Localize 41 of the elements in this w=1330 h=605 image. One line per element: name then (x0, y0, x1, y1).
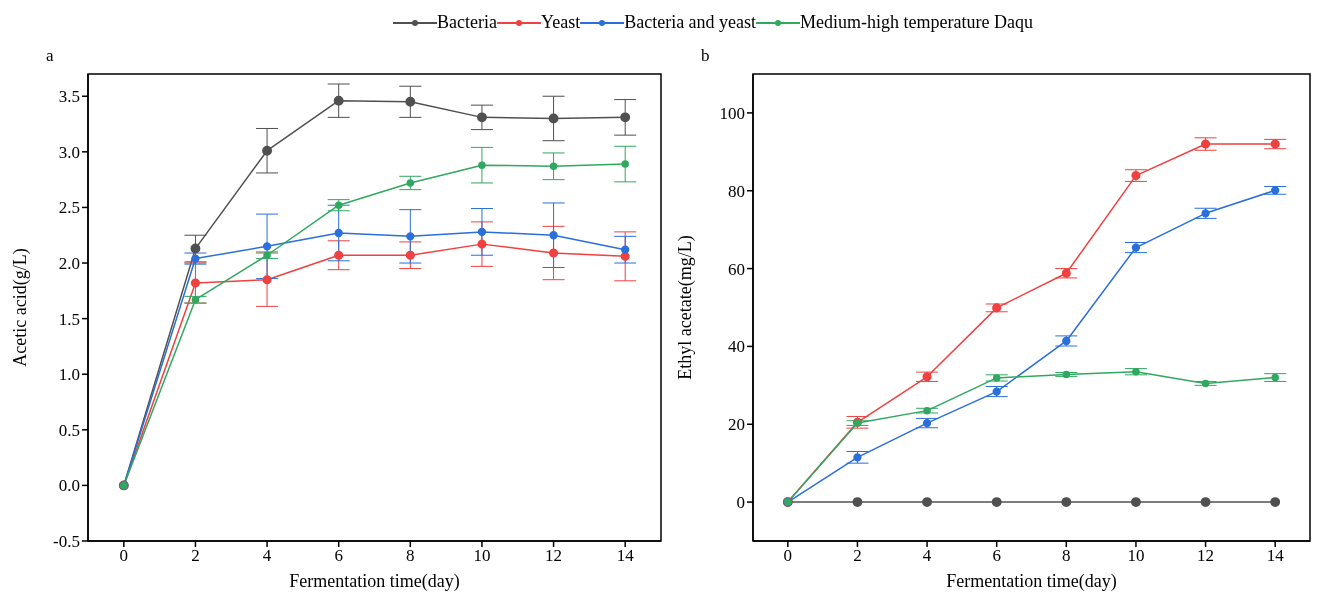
y-tick-label: 80 (728, 181, 745, 201)
x-tick-label: 2 (853, 546, 862, 566)
x-tick-label: 8 (406, 546, 415, 566)
y-axis-title: Acetic acid(g/L) (10, 248, 32, 367)
y-tick-label: 60 (728, 259, 745, 279)
chart-title: b (701, 46, 710, 66)
y-tick-label: 100 (719, 103, 745, 123)
legend-label: Bacteria and yeast (624, 12, 757, 33)
x-tick-label: 14 (616, 546, 635, 566)
x-axis-title: Fermentation time(day) (289, 571, 460, 592)
legend-label: Yeast (540, 12, 581, 33)
chart-title: a (46, 46, 54, 66)
y-tick-label: 0 (736, 493, 745, 513)
x-tick-label: 12 (1197, 546, 1215, 566)
y-tick-label: 1.0 (58, 365, 80, 385)
legend-label: Bacteria (437, 12, 497, 33)
y-tick-label: 40 (728, 337, 745, 357)
x-tick-label: 4 (922, 546, 932, 566)
legend-label: Medium-high temperature Daqu (800, 12, 1034, 33)
x-tick-label: 6 (334, 546, 343, 566)
x-tick-label: 6 (992, 546, 1001, 566)
y-tick-label: 2.0 (58, 254, 80, 274)
y-tick-label: 1.5 (58, 309, 80, 329)
y-axis-title: Ethyl acetate(mg/L) (675, 235, 697, 380)
y-tick-label: 3.5 (58, 87, 80, 107)
y-tick-label: 2.5 (58, 198, 80, 218)
x-tick-label: 10 (473, 546, 491, 566)
y-tick-label: 0.5 (58, 420, 80, 440)
x-tick-label: 0 (119, 546, 129, 566)
x-tick-label: 8 (1062, 546, 1071, 566)
x-tick-label: 12 (545, 546, 563, 566)
y-tick-label: 0.0 (58, 476, 80, 496)
x-tick-label: 0 (783, 546, 793, 566)
x-tick-label: 10 (1127, 546, 1145, 566)
y-tick-label: 3.0 (58, 142, 80, 162)
y-tick-label: 20 (728, 415, 745, 435)
x-axis-title: Fermentation time(day) (946, 571, 1117, 592)
y-tick-label: -0.5 (53, 532, 80, 552)
x-tick-label: 4 (262, 546, 272, 566)
x-tick-label: 2 (191, 546, 200, 566)
x-tick-label: 14 (1266, 546, 1285, 566)
